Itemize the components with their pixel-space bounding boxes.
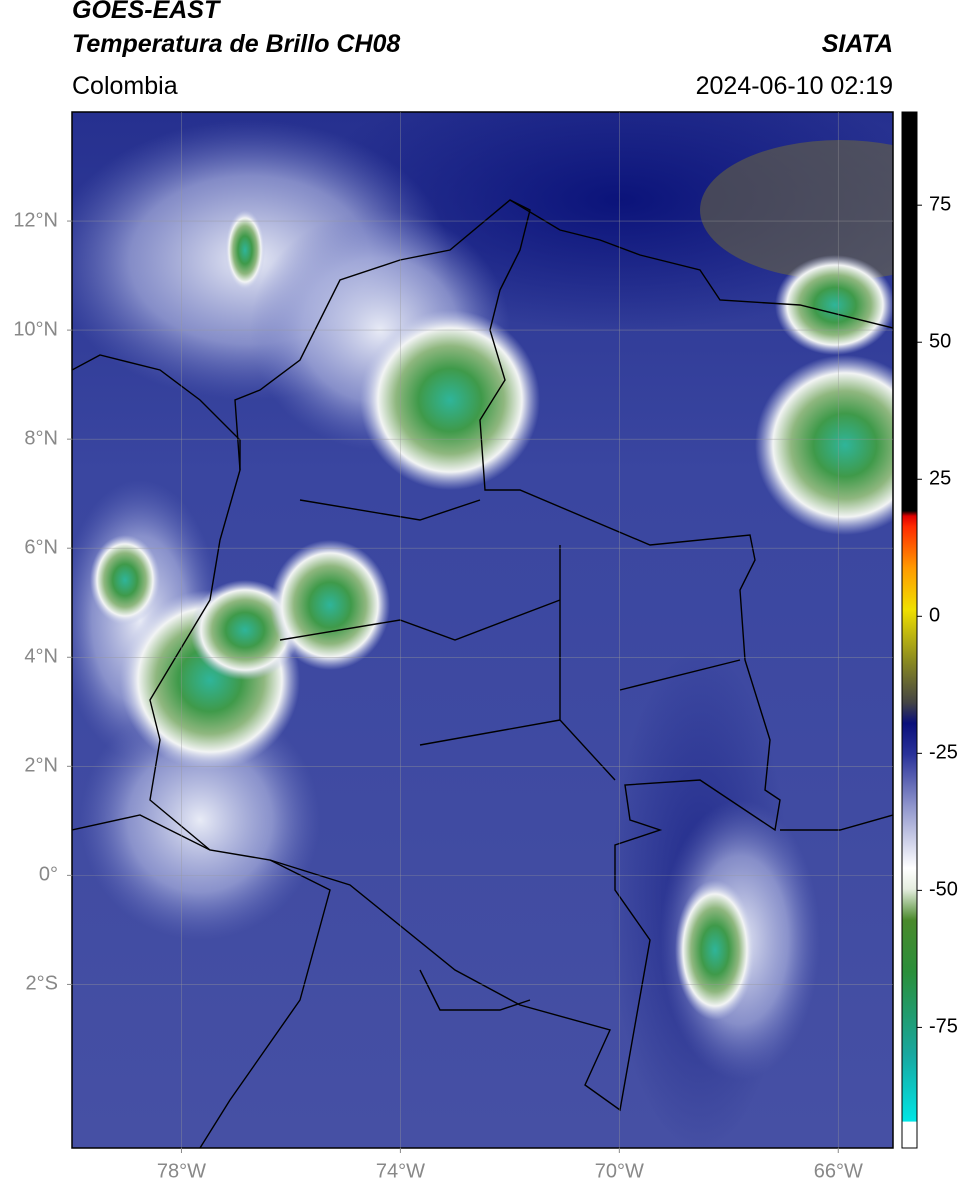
source: SIATA (821, 30, 893, 58)
y-tick-label: 10°N (13, 318, 58, 340)
subtitle: Temperatura de Brillo CH08 (72, 30, 401, 58)
x-tick-label: 66°W (814, 1160, 863, 1182)
y-tick-label: 2°S (26, 973, 58, 995)
y-tick-label: 8°N (24, 427, 58, 449)
colorbar-tick-label: -75 (929, 1016, 958, 1038)
x-tick-label: 70°W (595, 1160, 644, 1182)
region: Colombia (72, 72, 178, 100)
colorbar-tick-label: -50 (929, 879, 958, 901)
colorbar-tick-label: 0 (929, 605, 940, 627)
borders (72, 199, 893, 1148)
x-tick-label: 78°W (157, 1160, 206, 1182)
colorbar-tick-label: -25 (929, 742, 958, 764)
y-tick-label: 6°N (24, 536, 58, 558)
colorbar-tick-label: 75 (929, 193, 951, 215)
title: GOES-EAST (72, 0, 220, 24)
x-tick-label: 74°W (376, 1160, 425, 1182)
y-tick-label: 12°N (13, 209, 58, 231)
y-tick-label: 0° (39, 864, 58, 886)
y-tick-label: 2°N (24, 755, 58, 777)
datetime: 2024-06-10 02:19 (695, 72, 893, 100)
satellite-image (72, 112, 893, 1148)
colorbar (901, 111, 918, 1149)
colorbar-tick-label: 50 (929, 331, 951, 353)
colorbar-tick-label: 25 (929, 468, 951, 490)
y-tick-label: 4°N (24, 646, 58, 668)
map-frame (71, 111, 894, 1149)
